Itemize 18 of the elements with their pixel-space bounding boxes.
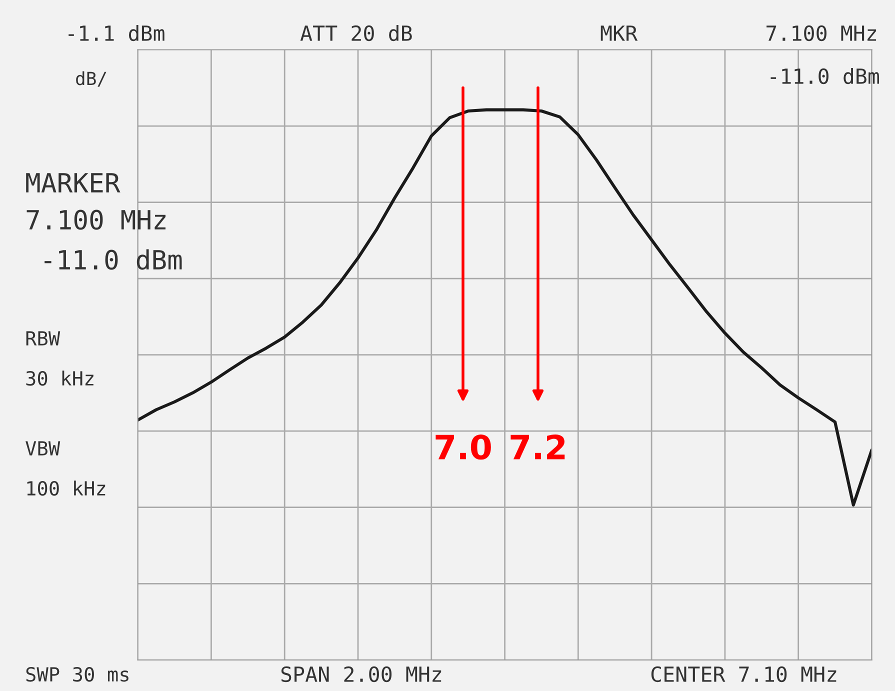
annotation: 7.100 MHz <box>26 210 166 230</box>
text: CENTER 7.10 MHz <box>651 666 836 682</box>
text: 30 kHz <box>26 370 94 386</box>
text: -1.1 dBm <box>68 24 164 42</box>
text: SWP 30 ms <box>26 666 128 682</box>
text: MKR <box>600 26 638 41</box>
text: MARKER <box>26 173 120 192</box>
text: VBW <box>26 441 60 456</box>
annotation: 7.2 <box>510 434 565 460</box>
text: dB/ <box>76 71 106 87</box>
text: 100 kHz <box>27 480 106 496</box>
text: 7.100 MHz <box>766 25 876 42</box>
text: RBW <box>26 331 60 346</box>
text: SPAN 2.00 MHz <box>281 666 442 682</box>
annotation: -11.0 dBm <box>44 249 182 270</box>
annotation: 7.0 <box>436 434 491 460</box>
text: ATT 20 dB <box>300 24 412 42</box>
text: -11.0 dBm <box>770 68 880 84</box>
